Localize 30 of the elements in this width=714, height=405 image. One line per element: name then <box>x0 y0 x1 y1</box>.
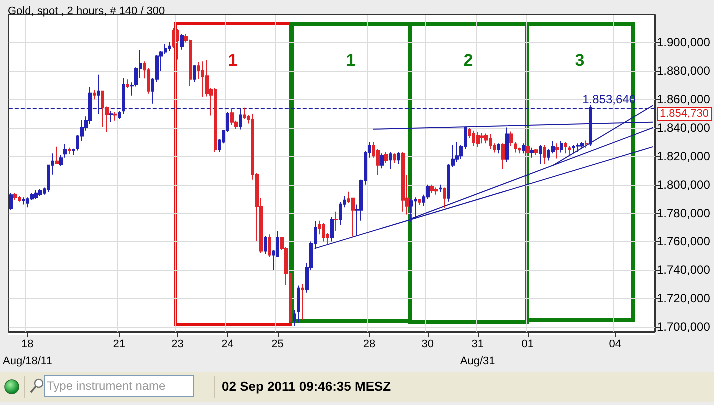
y-tick-label: 1.800,000 <box>657 178 711 192</box>
annotation: 3 <box>575 51 585 71</box>
search-field: Type instrument name <box>44 375 194 397</box>
annotation: 1 <box>228 51 238 71</box>
y-tick-label: 1.860,000 <box>657 92 711 107</box>
y-tick-label: 1.720,000 <box>657 292 711 306</box>
y-tick-label: 1.780,000 <box>657 206 711 220</box>
x-tick-label: 28 <box>363 338 376 350</box>
ref-line-label: 1.853,640 <box>582 92 636 107</box>
annotation: 1 <box>346 51 356 71</box>
chart-title: Gold, spot , 2 hours, # 140 / 300 <box>8 6 166 18</box>
x-tick-label: 31 Aug/31 <box>460 338 496 368</box>
x-tick-label: 01 <box>522 338 534 350</box>
x-tick-label: 18 Aug/18/11 <box>2 338 52 368</box>
x-tick-label: 25 <box>272 338 284 350</box>
y-tick-label: 1.760,000 <box>657 234 711 249</box>
y-tick-label: 1.700,000 <box>657 320 711 334</box>
y-tick-label: 1.900,000 <box>657 36 711 50</box>
annotation: 2 <box>464 51 474 71</box>
x-tick-label: 24 <box>222 338 234 350</box>
y-tick-label: 1.880,000 <box>657 64 711 78</box>
y-tick-label: 1.740,000 <box>657 263 711 278</box>
text: 1.854,730 <box>657 107 712 121</box>
y-tick-label: 1.840,000 <box>657 121 711 136</box>
x-tick-label: 04 <box>609 338 622 350</box>
x-tick-label: 21 <box>113 338 126 350</box>
y-tick-label: 1.820,000 <box>657 149 711 164</box>
x-tick-label: 30 <box>422 338 434 350</box>
text: 02 Sep 2011 09:46:35 MESZ <box>222 379 392 394</box>
x-tick-label: 23 <box>172 338 184 350</box>
